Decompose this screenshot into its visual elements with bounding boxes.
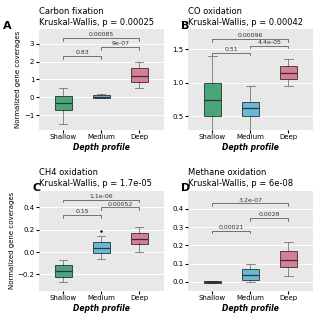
PathPatch shape [280,251,297,267]
X-axis label: Depth profile: Depth profile [73,143,130,152]
Text: 0.00052: 0.00052 [108,202,133,206]
Text: Carbon fixation
Kruskal-Wallis, p = 0.00025: Carbon fixation Kruskal-Wallis, p = 0.00… [38,7,154,27]
Text: C: C [32,182,40,193]
PathPatch shape [242,101,259,116]
Text: 0.0028: 0.0028 [259,212,280,217]
PathPatch shape [131,233,148,244]
PathPatch shape [131,68,148,82]
Y-axis label: Normalized gene coverages: Normalized gene coverages [15,31,21,128]
Text: 1.1e-06: 1.1e-06 [89,194,113,199]
PathPatch shape [55,96,72,110]
X-axis label: Depth profile: Depth profile [73,304,130,313]
PathPatch shape [55,265,72,276]
Text: 3.2e-07: 3.2e-07 [238,197,262,203]
Text: 0.15: 0.15 [76,209,89,214]
PathPatch shape [93,95,110,98]
PathPatch shape [280,66,297,79]
Text: 9e-07: 9e-07 [111,41,129,46]
PathPatch shape [204,83,221,116]
Text: 0.83: 0.83 [75,50,89,55]
Y-axis label: Normalized gene coverages: Normalized gene coverages [9,192,15,290]
X-axis label: Depth profile: Depth profile [222,304,279,313]
PathPatch shape [93,242,110,253]
X-axis label: Depth profile: Depth profile [222,143,279,152]
Text: 0.00021: 0.00021 [219,225,244,230]
Text: CO oxidation
Kruskal-Wallis, p = 0.00042: CO oxidation Kruskal-Wallis, p = 0.00042 [188,7,303,27]
Text: Methane oxidation
Kruskal-Wallis, p = 6e-08: Methane oxidation Kruskal-Wallis, p = 6e… [188,168,293,188]
Text: A: A [4,21,12,31]
PathPatch shape [204,281,221,283]
Text: CH4 oxidation
Kruskal-Wallis, p = 1.7e-05: CH4 oxidation Kruskal-Wallis, p = 1.7e-0… [38,168,151,188]
Text: 0.51: 0.51 [225,47,238,52]
Text: 4.4e-05: 4.4e-05 [257,40,281,45]
Text: B: B [181,21,190,31]
PathPatch shape [242,269,259,280]
Text: 0.00096: 0.00096 [238,34,263,38]
Text: 0.00085: 0.00085 [89,32,114,37]
Text: D: D [181,182,191,193]
